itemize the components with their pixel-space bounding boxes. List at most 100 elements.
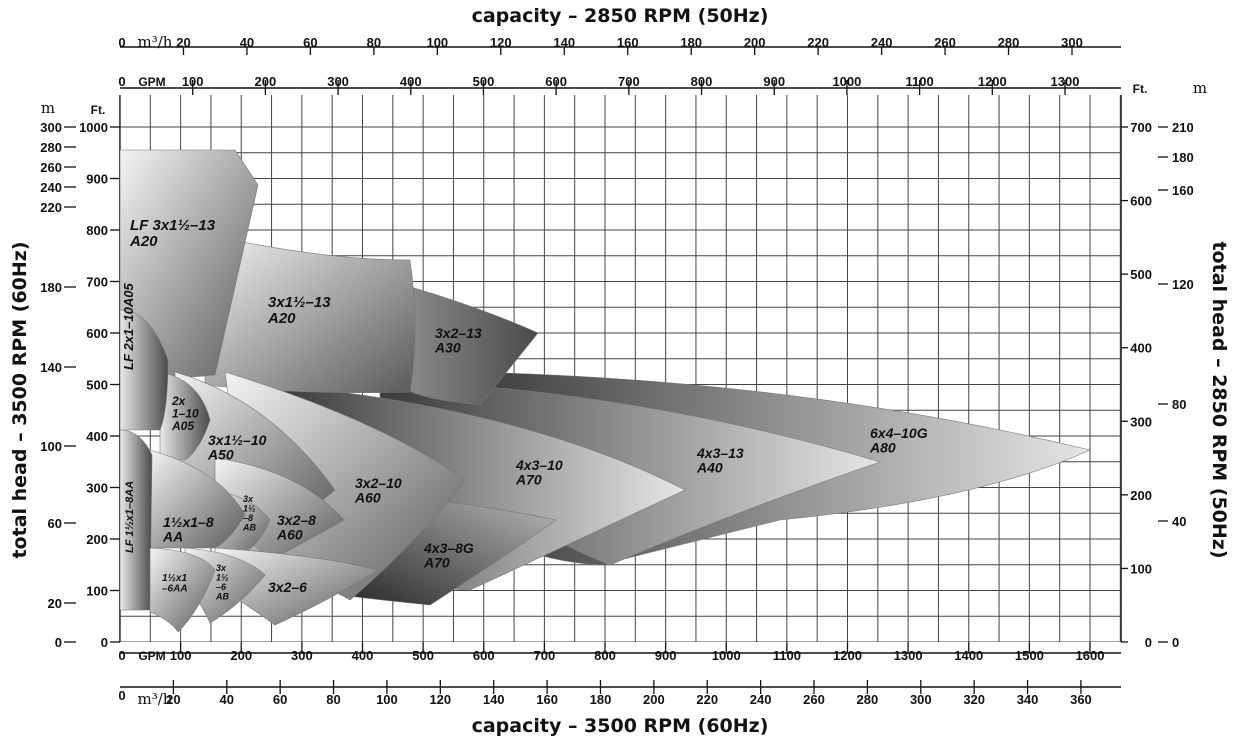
- tick-label-bottom-m3h: 140: [483, 692, 505, 707]
- tick-label-bottom-gpm: 400: [352, 648, 374, 663]
- tick-label-top-m3h: 140: [553, 35, 575, 50]
- tick-label-top-m3h: 20: [176, 35, 190, 50]
- tick-label-top-m3h: 60: [303, 35, 317, 50]
- tick-label-bottom-m3h: 240: [750, 692, 772, 707]
- tick-label-left-ft: 100: [86, 584, 108, 599]
- tick-label-bottom-m3h: 80: [326, 692, 340, 707]
- unit-label-bottom-gpm: GPM: [138, 649, 165, 663]
- tick-label-right-m: 180: [1172, 150, 1194, 165]
- tick-label-top-gpm: 1100: [906, 74, 934, 89]
- tick-label-bottom-m3h: 180: [590, 692, 612, 707]
- top-axis-title: capacity – 2850 RPM (50Hz): [472, 5, 769, 27]
- tick-label-top-gpm: 1000: [832, 74, 861, 89]
- tick-label-bottom-m3h: 40: [220, 692, 234, 707]
- tick-label-bottom-m3h: 260: [803, 692, 825, 707]
- tick-label-bottom-m3h: 20: [166, 692, 180, 707]
- tick-label-right-ft: 500: [1130, 267, 1152, 282]
- tick-label-bottom-gpm: 1400: [954, 648, 983, 663]
- tick-label-bottom-gpm: 1300: [894, 648, 923, 663]
- tick-label-bottom-gpm: 800: [594, 648, 616, 663]
- tick-label-bottom-gpm: 1600: [1076, 648, 1105, 663]
- tick-label-left-ft: 400: [86, 429, 108, 444]
- tick-label-left-ft: 500: [86, 378, 108, 393]
- tick-label-left-m: 220: [40, 200, 62, 215]
- tick-label-top-m3h: 220: [807, 35, 829, 50]
- range-label: 3x2–10 A60: [354, 475, 402, 506]
- tick-label-right-m: 120: [1172, 277, 1194, 292]
- tick-label-top-gpm-0: 0: [118, 74, 125, 89]
- tick-label-top-gpm: 900: [763, 74, 785, 89]
- tick-label-bottom-gpm-0: 0: [118, 648, 125, 663]
- range-label: 3x1½–10 A50: [207, 432, 267, 463]
- tick-label-bottom-m3h: 160: [536, 692, 558, 707]
- tick-label-top-m3h: 100: [426, 35, 448, 50]
- tick-label-top-gpm: 700: [618, 74, 640, 89]
- range-label: 3x2–6: [268, 579, 307, 595]
- range-label: 2x 1–10 A05: [171, 394, 199, 433]
- tick-label-bottom-m3h: 200: [643, 692, 665, 707]
- range-label: LF 1½x1–8AA: [124, 481, 136, 553]
- range-label: LF 2x1–10A05: [121, 283, 136, 370]
- range-area-1half-x1-6AA: [149, 547, 216, 633]
- tick-label-top-gpm: 300: [327, 74, 349, 89]
- tick-label-top-m3h: 260: [934, 35, 956, 50]
- range-label: 3x2–13 A30: [434, 325, 482, 356]
- tick-label-left-m: 100: [40, 439, 62, 454]
- tick-label-bottom-gpm: 500: [412, 648, 434, 663]
- tick-label-left-m: 260: [40, 160, 62, 175]
- tick-label-top-m3h: 280: [998, 35, 1020, 50]
- tick-label-right-ft: 200: [1130, 488, 1152, 503]
- tick-label-top-gpm: 1300: [1051, 74, 1080, 89]
- tick-label-right-ft: 100: [1130, 561, 1152, 576]
- range-area-3x1half-13-A20: [204, 233, 416, 393]
- tick-label-left-m: 20: [48, 596, 62, 611]
- tick-label-bottom-gpm: 1000: [712, 648, 741, 663]
- range-area-1half-x1-8-AA: [149, 449, 246, 549]
- range-label: 6x4–10G A80: [869, 425, 928, 456]
- tick-label-top-m3h: 80: [367, 35, 381, 50]
- tick-label-right-m: 210: [1172, 120, 1194, 135]
- tick-label-left-m: 240: [40, 180, 62, 195]
- range-label: 3x 1½ –8 AB: [242, 494, 256, 532]
- tick-label-bottom-gpm: 100: [170, 648, 192, 663]
- tick-label-bottom-m3h: 360: [1070, 692, 1092, 707]
- tick-label-top-m3h: 120: [490, 35, 512, 50]
- tick-label-bottom-m3h: 60: [273, 692, 287, 707]
- tick-label-top-gpm: 600: [545, 74, 567, 89]
- tick-label-right-m: 0: [1172, 635, 1179, 650]
- tick-label-left-m: 140: [40, 360, 62, 375]
- range-label: 3x2–8 A60: [276, 512, 316, 543]
- tick-label-left-ft: 700: [86, 275, 108, 290]
- tick-label-left-m: 280: [40, 140, 62, 155]
- tick-label-left-ft: 300: [86, 481, 108, 496]
- tick-label-right-ft: 400: [1130, 341, 1152, 356]
- tick-label-right-ft: 300: [1130, 414, 1152, 429]
- range-label: 4x3–8G A70: [423, 540, 474, 571]
- tick-label-top-m3h: 180: [680, 35, 702, 50]
- unit-label-right-ft: Ft.: [1133, 82, 1148, 96]
- tick-label-bottom-gpm: 600: [473, 648, 495, 663]
- tick-label-top-m3h: 160: [617, 35, 639, 50]
- tick-label-left-m: 180: [40, 280, 62, 295]
- tick-label-right-ft: 600: [1130, 194, 1152, 209]
- range-label: 1½x1–8 AA: [162, 514, 214, 545]
- tick-label-bottom-gpm: 1200: [833, 648, 862, 663]
- unit-label-bottom-m3h: m³/h: [138, 690, 173, 708]
- range-area-LF-2x1-10A05: [120, 309, 169, 431]
- tick-label-top-m3h: 300: [1061, 35, 1083, 50]
- unit-label-left-m: m: [41, 99, 55, 117]
- range-labels: LF 3x1½–13 A20 3x1½–13 A20 3x2–13 A30 LF 2x1–1…: [121, 217, 928, 601]
- axis-ticks: 0 GPM 100 200 300 400 500 600 700 800 900 1000 1100 1…: [40, 33, 1207, 708]
- unit-label-right-m: m: [1193, 79, 1207, 97]
- tick-label-right-m: 40: [1172, 514, 1186, 529]
- tick-label-right-ft: 0: [1145, 635, 1152, 650]
- tick-label-top-gpm: 200: [255, 74, 277, 89]
- range-label: LF 3x1½–13 A20: [129, 217, 216, 250]
- range-area-2x1-10-A05: [159, 371, 211, 461]
- tick-label-bottom-gpm: 1500: [1015, 648, 1044, 663]
- tick-label-right-m: 160: [1172, 183, 1194, 198]
- tick-label-left-ft: 1000: [79, 120, 108, 135]
- tick-label-left-ft: 200: [86, 532, 108, 547]
- tick-label-right-ft: 700: [1130, 120, 1152, 135]
